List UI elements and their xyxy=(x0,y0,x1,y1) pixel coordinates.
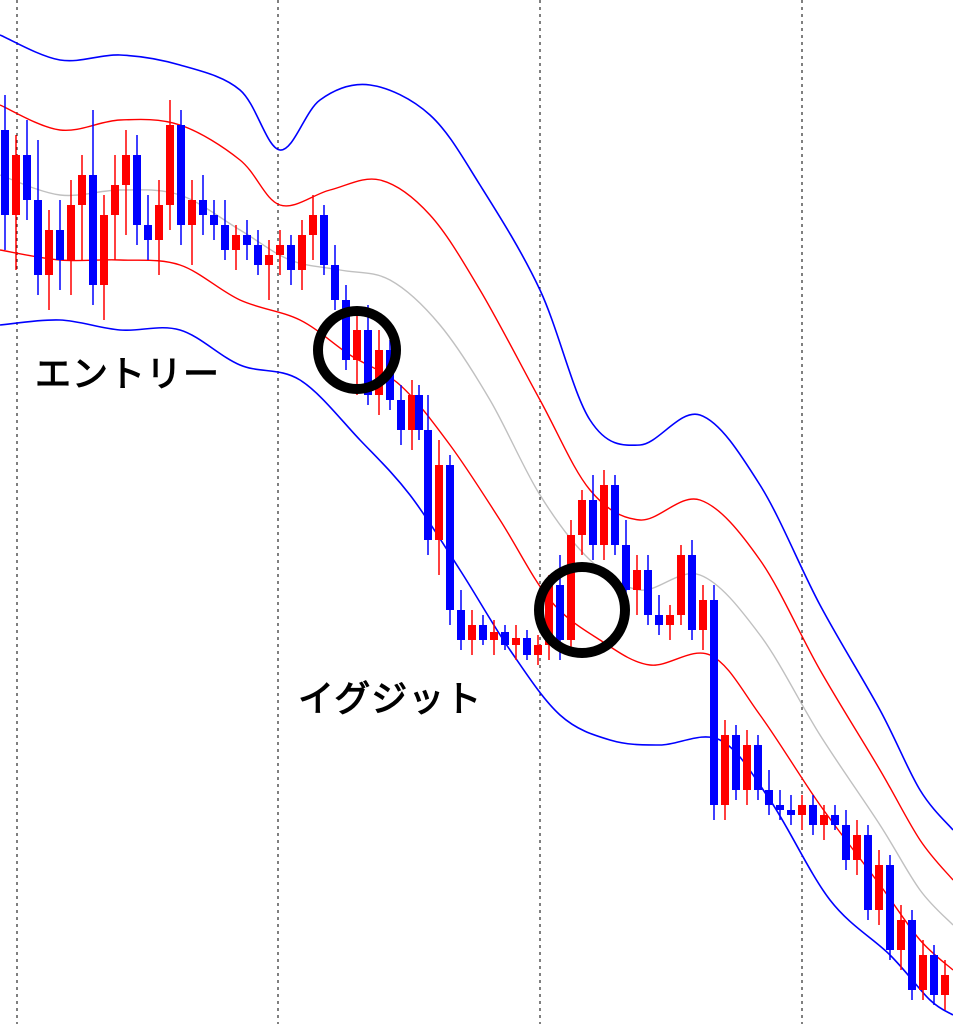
candlestick-chart xyxy=(0,0,953,1024)
entry-label: エントリー xyxy=(35,345,220,397)
exit-label: イグジット xyxy=(298,670,482,722)
